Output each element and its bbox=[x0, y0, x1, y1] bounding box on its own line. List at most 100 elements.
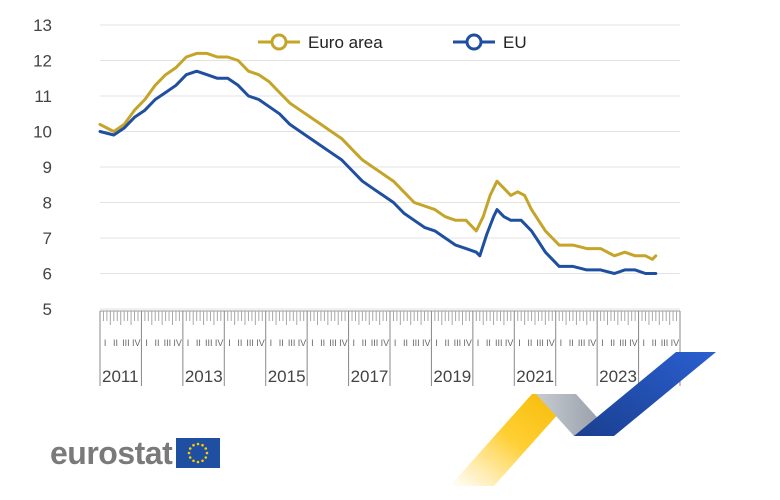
flag-star bbox=[204, 447, 208, 450]
y-tick-label: 8 bbox=[43, 194, 52, 213]
quarter-label: III bbox=[246, 338, 254, 348]
quarter-label: II bbox=[362, 338, 367, 348]
quarter-label: II bbox=[444, 338, 449, 348]
quarter-label: IV bbox=[422, 338, 431, 348]
quarter-label: I bbox=[435, 338, 438, 348]
legend-marker bbox=[270, 33, 288, 51]
x-tick-label: 2021 bbox=[516, 367, 554, 386]
x-tick-label: 2013 bbox=[185, 367, 223, 386]
y-tick-label: 12 bbox=[33, 52, 52, 71]
y-tick-label: 9 bbox=[43, 158, 52, 177]
quarter-label: I bbox=[104, 338, 107, 348]
flag-star bbox=[189, 456, 192, 459]
flag-star bbox=[192, 443, 196, 447]
quarter-label: III bbox=[205, 338, 213, 348]
quarter-label: III bbox=[661, 338, 669, 348]
quarter-label: II bbox=[569, 338, 574, 348]
quarter-label: II bbox=[610, 338, 615, 348]
quarter-label: III bbox=[412, 338, 420, 348]
x-tick-label: 2011 bbox=[102, 367, 139, 386]
quarter-label: I bbox=[270, 338, 273, 348]
legend-label: Euro area bbox=[308, 33, 383, 52]
flag-star bbox=[187, 451, 191, 455]
quarter-label: IV bbox=[629, 338, 638, 348]
decorative-ribbon bbox=[450, 352, 716, 486]
quarter-label: IV bbox=[215, 338, 224, 348]
quarter-label: III bbox=[164, 338, 172, 348]
quarter-label: I bbox=[601, 338, 604, 348]
brand-name: eurostat bbox=[50, 435, 173, 471]
quarter-label: IV bbox=[588, 338, 597, 348]
x-tick-label: 2017 bbox=[351, 367, 389, 386]
legend[interactable]: Euro area EU bbox=[258, 33, 527, 52]
quarter-label: IV bbox=[463, 338, 472, 348]
x-axis: I II III IV I II III IV I II III IV I II III IV I II III IV… bbox=[99, 310, 681, 386]
quarter-label: II bbox=[652, 338, 657, 348]
quarter-label: I bbox=[187, 338, 190, 348]
quarter-label: I bbox=[394, 338, 397, 348]
quarter-label: IV bbox=[546, 338, 555, 348]
quarter-label: I bbox=[477, 338, 480, 348]
legend-marker bbox=[465, 33, 483, 51]
flag-star bbox=[192, 459, 196, 463]
flag-star bbox=[196, 460, 200, 464]
y-axis: 5 6 7 8 9 10 11 12 13 bbox=[33, 16, 52, 319]
legend-item[interactable]: Euro area bbox=[258, 33, 383, 52]
y-tick-label: 6 bbox=[43, 265, 52, 284]
quarter-label: I bbox=[560, 338, 563, 348]
legend-item[interactable]: EU bbox=[453, 33, 527, 52]
quarter-label: I bbox=[352, 338, 355, 348]
y-tick-label: 13 bbox=[33, 16, 52, 35]
grid-lines bbox=[100, 24, 680, 310]
quarter-label: III bbox=[536, 338, 544, 348]
quarter-label: III bbox=[329, 338, 337, 348]
flag-star bbox=[201, 459, 205, 463]
quarter-label: III bbox=[288, 338, 296, 348]
quarter-label: I bbox=[311, 338, 314, 348]
quarter-label: III bbox=[495, 338, 503, 348]
x-tick-label: 2019 bbox=[433, 367, 471, 386]
quarter-label: II bbox=[154, 338, 159, 348]
quarter-label: II bbox=[279, 338, 284, 348]
y-tick-label: 10 bbox=[33, 123, 52, 142]
series-line bbox=[98, 51, 658, 261]
y-tick-label: 11 bbox=[34, 87, 52, 106]
quarter-label: IV bbox=[173, 338, 182, 348]
flag-star bbox=[196, 442, 200, 446]
quarter-label: II bbox=[486, 338, 491, 348]
quarter-label: I bbox=[228, 338, 231, 348]
quarter-label: II bbox=[403, 338, 408, 348]
quarter-label: IV bbox=[671, 338, 680, 348]
quarter-label: I bbox=[145, 338, 148, 348]
flag-star bbox=[204, 456, 208, 459]
eu-flag-icon bbox=[176, 438, 221, 468]
quarter-label: IV bbox=[298, 338, 307, 348]
flag-star bbox=[205, 451, 209, 455]
quarter-label: II bbox=[320, 338, 325, 348]
series-line bbox=[98, 69, 658, 275]
quarter-label: III bbox=[619, 338, 627, 348]
flag-star bbox=[201, 443, 205, 447]
quarter-label: IV bbox=[381, 338, 390, 348]
quarter-label: IV bbox=[132, 338, 141, 348]
quarter-label: II bbox=[196, 338, 201, 348]
quarter-label: III bbox=[578, 338, 586, 348]
quarter-label: III bbox=[454, 338, 462, 348]
quarter-label: II bbox=[527, 338, 532, 348]
quarter-label: I bbox=[642, 338, 645, 348]
quarter-label: IV bbox=[505, 338, 514, 348]
flag-star bbox=[189, 447, 192, 450]
y-tick-label: 5 bbox=[43, 300, 52, 319]
y-tick-label: 7 bbox=[43, 229, 52, 248]
quarter-label: II bbox=[237, 338, 242, 348]
series-lines bbox=[98, 51, 658, 275]
quarter-label: III bbox=[371, 338, 379, 348]
quarter-label: IV bbox=[339, 338, 348, 348]
quarter-label: I bbox=[518, 338, 521, 348]
eurostat-logo: eurostat bbox=[50, 435, 221, 471]
x-tick-label: 2015 bbox=[268, 367, 306, 386]
quarter-label: IV bbox=[256, 338, 265, 348]
x-tick-label: 2023 bbox=[599, 367, 637, 386]
quarter-label: II bbox=[113, 338, 118, 348]
quarter-label: III bbox=[122, 338, 130, 348]
